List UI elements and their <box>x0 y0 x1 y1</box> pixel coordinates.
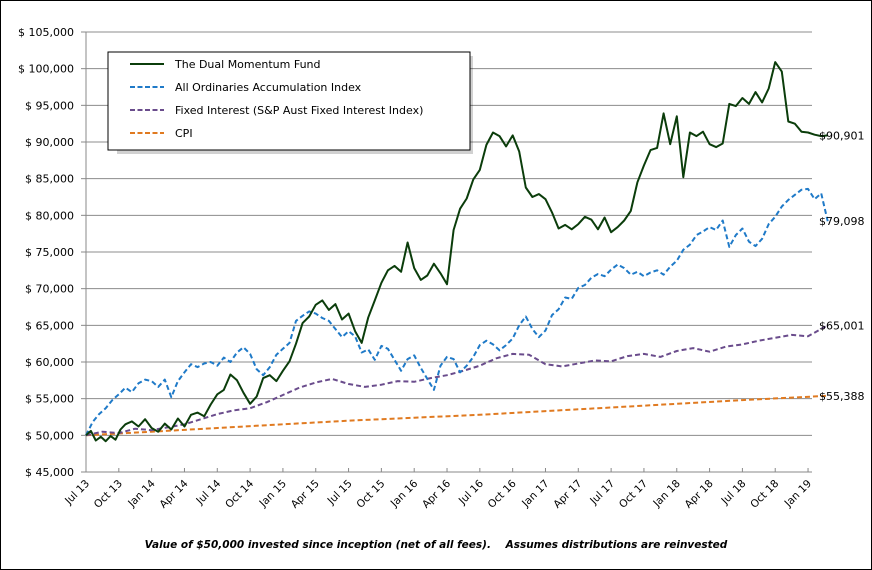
x-tick-label: Oct 15 <box>354 478 387 511</box>
y-tick-label: $ 80,000 <box>25 209 74 222</box>
series-end-label: $90,901 <box>819 129 865 142</box>
x-tick-label: Jul 16 <box>456 477 486 507</box>
y-tick-label: $ 65,000 <box>25 319 74 332</box>
x-tick-label: Oct 13 <box>92 478 125 511</box>
legend-label: All Ordinaries Accumulation Index <box>175 81 362 94</box>
legend-box <box>107 51 471 151</box>
series-end-label: $65,001 <box>819 319 865 332</box>
chart-caption: Value of $50,000 invested since inceptio… <box>144 539 728 551</box>
y-tick-label: $ 75,000 <box>25 246 74 259</box>
x-tick-label: Jan 15 <box>257 478 289 510</box>
y-axis-ticks: $ 45,000 $ 50,000 $ 55,000 $ 60,000 $ 65,000… <box>18 26 86 479</box>
series-end-label: $79,098 <box>819 215 865 228</box>
x-tick-label: Jul 17 <box>587 478 617 508</box>
y-tick-label: $ 90,000 <box>25 136 74 149</box>
x-tick-label: Jul 18 <box>719 478 749 508</box>
x-tick-label: Oct 18 <box>748 478 781 511</box>
x-tick-label: Apr 15 <box>289 478 322 511</box>
x-tick-label: Jan 14 <box>125 477 158 510</box>
x-axis-ticks: Jul 13 Oct 13 Jan 14 Apr 14 Jul 14 Oct 14 Jan … <box>62 468 814 511</box>
legend-label: Fixed Interest (S&P Aust Fixed Interest … <box>175 104 423 117</box>
end-labels: $55,388 $65,001 $79,098 $90,901 <box>819 129 865 402</box>
x-tick-label: Apr 16 <box>420 477 453 510</box>
y-tick-label: $ 85,000 <box>25 173 74 186</box>
x-tick-label: Oct 16 <box>486 477 519 510</box>
legend-label: The Dual Momentum Fund <box>174 58 321 71</box>
y-tick-label: $ 60,000 <box>25 356 74 369</box>
y-tick-label: $ 55,000 <box>25 393 74 406</box>
y-tick-label: $ 95,000 <box>25 99 74 112</box>
y-tick-label: $ 70,000 <box>25 283 74 296</box>
x-tick-label: Jan 17 <box>519 478 551 510</box>
x-tick-label: Jan 18 <box>650 478 682 510</box>
x-tick-label: Jan 19 <box>782 478 814 510</box>
x-tick-label: Apr 18 <box>683 478 716 511</box>
series-line-cpi <box>85 394 828 437</box>
series-line-fixed-interest-s-p-aust-fixed-interest-index <box>85 324 829 437</box>
legend: The Dual Momentum Fund All Ordinaries Acc… <box>107 51 473 154</box>
series-line-all-ordinaries-accumulation-index <box>85 187 829 436</box>
x-tick-label: Apr 14 <box>157 477 190 510</box>
x-tick-label: Oct 14 <box>223 477 256 510</box>
legend-label: CPI <box>175 127 193 140</box>
x-tick-label: Apr 17 <box>551 478 584 511</box>
y-tick-label: $ 45,000 <box>25 466 74 479</box>
y-tick-label: $ 105,000 <box>18 26 74 39</box>
x-tick-label: Jan 16 <box>388 477 421 510</box>
x-tick-label: Jul 13 <box>62 478 92 508</box>
x-tick-label: Jul 15 <box>325 478 355 508</box>
x-tick-label: Jul 14 <box>193 477 223 507</box>
x-tick-label: Oct 17 <box>617 478 650 511</box>
y-tick-label: $ 50,000 <box>25 429 74 442</box>
y-tick-label: $ 100,000 <box>18 63 74 76</box>
series-end-label: $55,388 <box>819 390 865 403</box>
series-line-the-dual-momentum-fund <box>85 61 828 443</box>
series-lines <box>85 61 829 443</box>
